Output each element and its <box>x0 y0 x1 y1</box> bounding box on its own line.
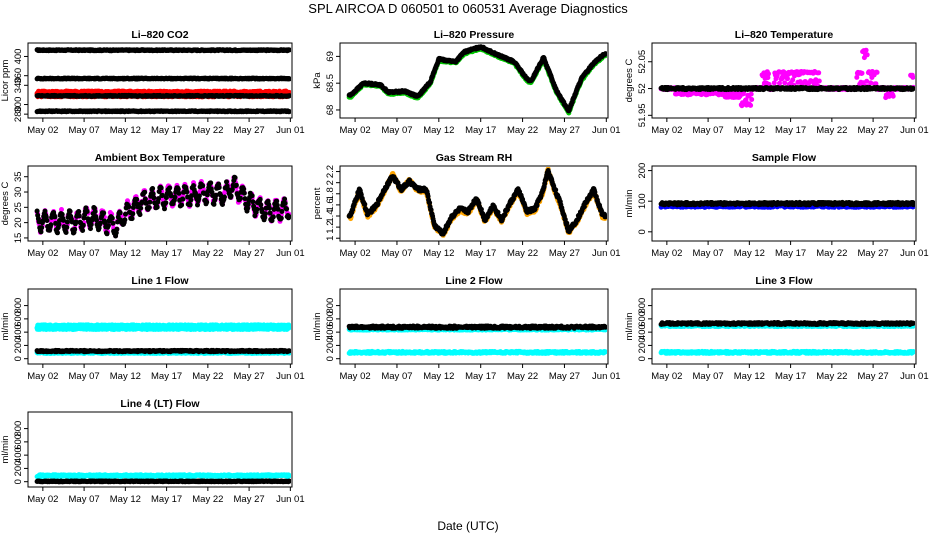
x-tick-label: May 02 <box>339 125 370 136</box>
x-tick-label: May 02 <box>27 125 58 136</box>
x-tick-label: May 02 <box>651 125 682 136</box>
data-point <box>286 93 291 99</box>
series-ref-high <box>34 47 291 54</box>
y-tick-label: 360 <box>13 68 24 84</box>
y-tick-label: 52 <box>637 83 648 94</box>
series-layer <box>658 47 915 109</box>
data-point <box>286 47 291 53</box>
y-axis-label: degrees C <box>624 58 635 102</box>
x-tick-label: May 07 <box>69 125 100 136</box>
data-point <box>873 81 879 87</box>
plot-frame <box>339 42 609 119</box>
plot-frame <box>27 42 293 119</box>
data-point <box>890 93 896 99</box>
data-point <box>785 76 790 82</box>
series-ref-low2 <box>34 92 291 99</box>
y-axis-label: Licor ppm <box>0 60 11 102</box>
y-tick-label: 340 <box>13 77 24 93</box>
data-point <box>854 74 860 80</box>
x-tick-label: May 07 <box>693 125 724 136</box>
y-tick-label: 51.95 <box>637 103 648 127</box>
x-tick-label: May 17 <box>151 125 182 136</box>
x-tick-label: May 12 <box>423 125 454 136</box>
x-tick-label: May 12 <box>110 125 141 136</box>
y-axis-label: kPa <box>312 72 323 89</box>
data-point <box>863 47 869 53</box>
y-tick-label: 68.5 <box>325 74 336 93</box>
panel-2: Li–820 Pressure kPa 68 68.5 69 May 02 May 07 Ma… <box>312 29 621 136</box>
x-tick-label: May 17 <box>775 125 806 136</box>
x-tick-label: May 27 <box>858 125 889 136</box>
x-tick-label: Jun 01 <box>900 125 929 136</box>
data-point <box>859 70 865 76</box>
data-point <box>782 80 788 86</box>
series-line1 <box>346 44 607 114</box>
y-tick-label: 52.05 <box>637 50 648 74</box>
data-point <box>771 80 777 86</box>
data-point <box>748 102 754 108</box>
data-point <box>286 76 291 82</box>
data-point <box>868 80 874 86</box>
series-layer <box>34 47 291 115</box>
series-cell-temp <box>658 47 915 109</box>
x-tick-label: Jun 01 <box>592 125 621 136</box>
plot-frame <box>651 42 917 119</box>
panel-3: Li–820 Temperature degrees C51.95 52 52.05 M… <box>624 29 929 136</box>
data-point <box>864 78 870 84</box>
data-point <box>790 77 796 83</box>
y-tick-label: 280 <box>13 106 24 122</box>
data-point <box>603 51 607 57</box>
figure-title: SPL AIRCOA D 060501 to 060531 Average Di… <box>308 1 628 16</box>
panel-title: Li–820 Temperature <box>735 29 834 41</box>
data-point <box>765 75 771 81</box>
panel-title: Li–820 Pressure <box>434 29 515 41</box>
data-point <box>749 97 755 102</box>
x-tick-label: May 22 <box>816 125 847 136</box>
y-tick-label: 400 <box>13 49 24 65</box>
data-point <box>910 74 915 80</box>
data-point <box>743 97 749 103</box>
x-tick-label: May 07 <box>381 125 412 136</box>
x-tick-label: May 12 <box>734 125 765 136</box>
data-point <box>748 91 754 97</box>
data-point <box>816 78 822 84</box>
x-tick-label: May 22 <box>192 125 223 136</box>
y-tick-label: 300 <box>13 97 24 113</box>
y-tick-label: 69 <box>325 51 336 62</box>
panel-title: Li–820 CO2 <box>131 29 188 41</box>
x-tick-label: May 22 <box>507 125 538 136</box>
x-tick-label: May 27 <box>234 125 265 136</box>
data-point <box>777 80 782 86</box>
data-point <box>864 52 870 58</box>
series-block-temp <box>658 85 915 93</box>
y-tick-label: 68 <box>325 105 336 116</box>
data-point <box>874 69 880 75</box>
series-layer <box>346 44 607 116</box>
series-ref-low <box>34 108 291 115</box>
data-point <box>766 71 771 77</box>
x-tick-label: Jun 01 <box>276 125 305 136</box>
series-ref-mid <box>34 75 291 82</box>
data-point <box>286 109 291 115</box>
x-tick-label: May 27 <box>549 125 580 136</box>
data-point <box>816 70 822 76</box>
x-tick-label: May 17 <box>465 125 496 136</box>
